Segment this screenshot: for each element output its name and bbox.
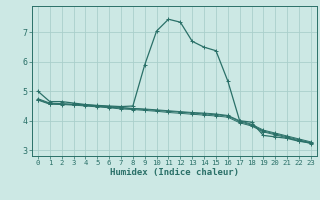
X-axis label: Humidex (Indice chaleur): Humidex (Indice chaleur) [110,168,239,177]
